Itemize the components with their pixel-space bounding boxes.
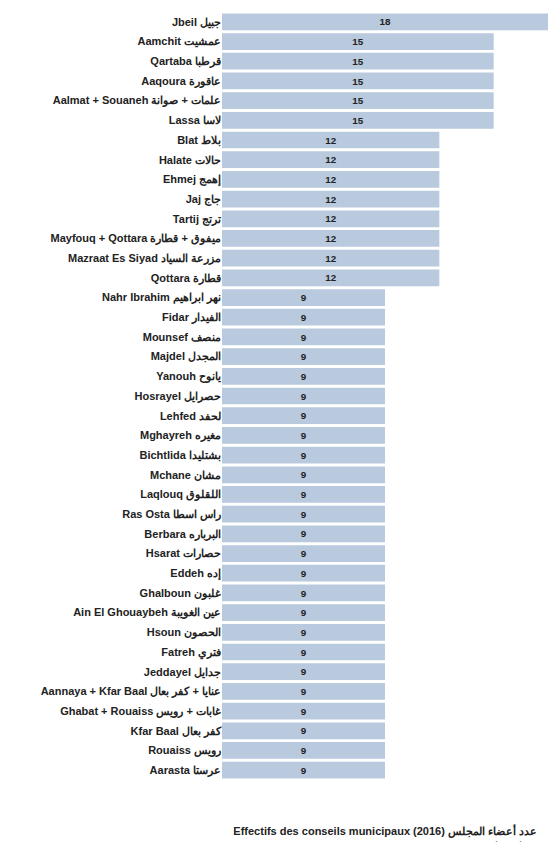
svg-text:Tartij ترتج: Tartij ترتج — [173, 213, 221, 226]
svg-text:Mchane مشان: Mchane مشان — [150, 469, 221, 482]
svg-text:Aarasta عرستا: Aarasta عرستا — [150, 764, 221, 777]
svg-text:12: 12 — [325, 135, 336, 146]
svg-text:Lehfed لحفد: Lehfed لحفد — [160, 410, 221, 422]
svg-text:Hosrayel حصرايل: Hosrayel حصرايل — [134, 390, 221, 403]
svg-text:15: 15 — [352, 56, 363, 67]
svg-text:9: 9 — [301, 351, 307, 362]
svg-text:9: 9 — [301, 627, 307, 638]
svg-text:Aamchit عمشيت: Aamchit عمشيت — [138, 35, 221, 48]
svg-text:9: 9 — [301, 725, 307, 736]
svg-text:15: 15 — [352, 95, 363, 106]
svg-text:9: 9 — [301, 745, 307, 756]
svg-text:12: 12 — [325, 154, 336, 165]
svg-text:Ras Osta راس اسطا: Ras Osta راس اسطا — [122, 508, 221, 521]
svg-text:9: 9 — [301, 450, 307, 461]
svg-text:Kfar Baal كفر بعال: Kfar Baal كفر بعال — [131, 725, 222, 738]
svg-text:Bichtlida بشتليدا: Bichtlida بشتليدا — [139, 449, 221, 462]
svg-text:Rouaiss رويس: Rouaiss رويس — [148, 744, 221, 757]
svg-text:Eddeh إده: Eddeh إده — [170, 567, 221, 581]
svg-text:15: 15 — [352, 36, 363, 47]
svg-text:9: 9 — [301, 371, 307, 382]
svg-text:Blat بلاط: Blat بلاط — [177, 134, 221, 147]
svg-text:9: 9 — [301, 568, 307, 579]
svg-text:9: 9 — [301, 332, 307, 343]
svg-text:12: 12 — [325, 174, 336, 185]
svg-text:9: 9 — [301, 666, 307, 677]
svg-text:Fidar الفيدار: Fidar الفيدار — [162, 311, 221, 324]
svg-text:18: 18 — [380, 16, 391, 27]
svg-text:9: 9 — [301, 410, 307, 421]
svg-text:Aalmat + Souaneh علمات + صوانة: Aalmat + Souaneh علمات + صوانة — [53, 94, 221, 107]
svg-text:Halate حالات: Halate حالات — [159, 154, 221, 166]
svg-text:Qartaba قرطبا: Qartaba قرطبا — [150, 55, 221, 68]
svg-text:Jeddayel جدايل: Jeddayel جدايل — [144, 666, 221, 679]
svg-text:9: 9 — [301, 312, 307, 323]
svg-text:Aaqoura عاقورة: Aaqoura عاقورة — [141, 75, 221, 88]
svg-text:9: 9 — [301, 548, 307, 559]
svg-text:9: 9 — [301, 509, 307, 520]
svg-text:15: 15 — [352, 115, 363, 126]
svg-text:Ehmej إهمج: Ehmej إهمج — [163, 173, 221, 187]
svg-text:12: 12 — [325, 213, 336, 224]
svg-text:Berbara البرباره: Berbara البرباره — [144, 528, 221, 541]
svg-text:Ghalboun غلبون: Ghalboun غلبون — [140, 587, 221, 600]
svg-text:12: 12 — [325, 233, 336, 244]
svg-text:9: 9 — [301, 430, 307, 441]
svg-text:Mazraat Es Siyad مزرعة السياد: Mazraat Es Siyad مزرعة السياد — [68, 252, 221, 265]
svg-text:15: 15 — [352, 76, 363, 87]
svg-text:9: 9 — [301, 391, 307, 402]
svg-text:Effectifs des conseils municip: Effectifs des conseils municipaux (2016)… — [233, 824, 537, 842]
svg-text:Mghayreh مغيره: Mghayreh مغيره — [140, 429, 221, 442]
svg-text:Jaj جاج: Jaj جاج — [186, 193, 221, 206]
svg-text:9: 9 — [301, 647, 307, 658]
svg-text:12: 12 — [325, 272, 336, 283]
svg-text:9: 9 — [301, 292, 307, 303]
svg-text:Fatreh فتري: Fatreh فتري — [161, 646, 221, 660]
svg-text:Lassa لاسا: Lassa لاسا — [169, 114, 221, 126]
svg-text:Yanouh يانوح: Yanouh يانوح — [156, 370, 221, 383]
svg-text:12: 12 — [325, 253, 336, 264]
svg-text:9: 9 — [301, 588, 307, 599]
svg-text:12: 12 — [325, 194, 336, 205]
svg-text:9: 9 — [301, 528, 307, 539]
svg-text:Laqlouq اللقلوق: Laqlouq اللقلوق — [140, 488, 221, 501]
svg-text:Nahr Ibrahim نهر ابراهيم: Nahr Ibrahim نهر ابراهيم — [102, 291, 221, 304]
svg-text:Hsoun الحصون: Hsoun الحصون — [147, 626, 221, 639]
svg-text:Jbeil جبيل: Jbeil جبيل — [172, 16, 221, 29]
svg-text:Mayfouq + Qottara ميفوق + قطار: Mayfouq + Qottara ميفوق + قطارة — [51, 232, 221, 245]
svg-text:Qottara قطارة: Qottara قطارة — [151, 272, 221, 285]
svg-text:Ghabat + Rouaiss غابات + رويس: Ghabat + Rouaiss غابات + رويس — [60, 705, 221, 718]
svg-text:9: 9 — [301, 469, 307, 480]
svg-text:9: 9 — [301, 489, 307, 500]
svg-text:9: 9 — [301, 607, 307, 618]
svg-text:9: 9 — [301, 706, 307, 717]
svg-text:Ain El Ghouaybeh عين الغويبة: Ain El Ghouaybeh عين الغويبة — [73, 606, 221, 619]
svg-text:9: 9 — [301, 765, 307, 776]
svg-text:Majdel المجدل: Majdel المجدل — [151, 350, 221, 363]
svg-text:Hsarat حصارات: Hsarat حصارات — [146, 547, 221, 560]
svg-text:Mounsef منصف: Mounsef منصف — [143, 331, 221, 343]
svg-text:Aannaya + Kfar Baal عنايا + كف: Aannaya + Kfar Baal عنايا + كفر بعال — [41, 685, 221, 698]
svg-text:9: 9 — [301, 686, 307, 697]
